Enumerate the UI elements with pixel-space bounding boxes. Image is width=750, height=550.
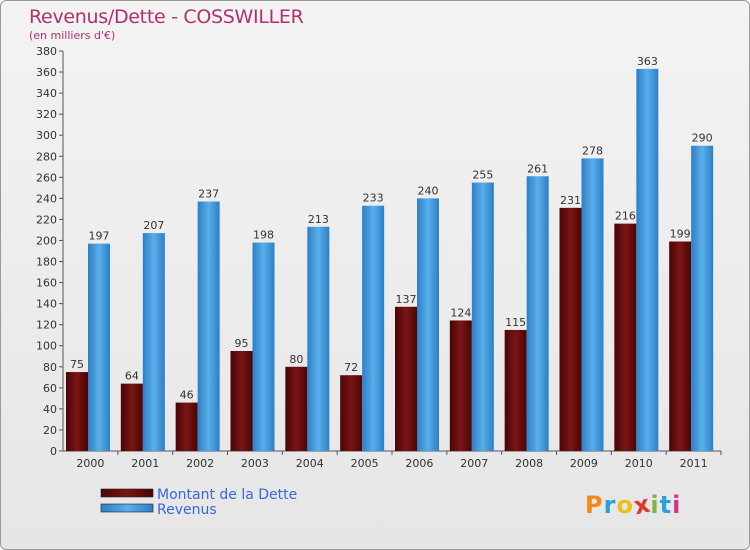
data-label: 237	[198, 188, 219, 201]
chart-subtitle: (en milliers d'€)	[29, 29, 116, 42]
bar-dette	[230, 351, 253, 451]
bar-revenus	[88, 243, 110, 451]
y-tick-label: 120	[36, 319, 57, 332]
y-axis: 0 20 40 60 80 100 120 140 160 180 200 220 240 260 280 3…	[36, 45, 64, 458]
data-label: 115	[505, 316, 526, 329]
data-label: 290	[692, 132, 713, 145]
y-tick-label: 0	[50, 445, 57, 458]
y-tick-label: 240	[36, 192, 57, 205]
data-label: 64	[125, 370, 139, 383]
data-label: 255	[472, 169, 493, 182]
data-label: 233	[363, 192, 384, 205]
bar-dette	[614, 223, 637, 451]
y-tick-label: 380	[36, 45, 57, 58]
y-tick-label: 180	[36, 256, 57, 269]
data-label: 198	[253, 229, 274, 242]
x-tick-label: 2001	[131, 457, 159, 470]
data-label: 207	[143, 219, 164, 232]
data-label: 199	[670, 228, 691, 241]
data-label: 213	[308, 213, 329, 226]
bar-dette	[449, 320, 472, 451]
y-tick-label: 140	[36, 298, 57, 311]
x-tick-label: 2005	[351, 457, 379, 470]
bar-revenus	[142, 233, 165, 451]
y-tick-label: 300	[36, 129, 57, 142]
bar-revenus	[581, 158, 604, 452]
y-tick-label: 340	[36, 87, 57, 100]
x-tick-label: 2008	[515, 457, 543, 470]
data-label: 80	[289, 353, 303, 366]
data-label: 261	[527, 162, 548, 175]
y-tick-label: 280	[36, 150, 57, 163]
y-tick-label: 80	[43, 361, 57, 374]
x-tick-label: 2011	[680, 457, 708, 470]
y-tick-label: 160	[36, 277, 57, 290]
y-tick-label: 100	[36, 340, 57, 353]
bar-dette	[66, 372, 88, 451]
chart-title: Revenus/Dette - COSSWILLER	[29, 6, 304, 28]
y-tick-label: 200	[36, 234, 57, 247]
bar-revenus	[197, 201, 220, 451]
x-tick-label: 2002	[186, 457, 214, 470]
data-label: 124	[450, 306, 471, 319]
legend-swatch-dette	[100, 488, 154, 498]
legend-swatch-revenus	[100, 503, 154, 513]
x-tick-label: 2000	[76, 457, 104, 470]
bar-revenus	[526, 176, 549, 451]
bar-dette	[669, 241, 692, 451]
bar-revenus	[471, 182, 494, 451]
bar-dette	[285, 366, 308, 451]
data-label: 216	[615, 210, 636, 223]
x-tick-label: 2004	[296, 457, 324, 470]
y-tick-label: 360	[36, 66, 57, 79]
bar-dette	[120, 383, 143, 451]
data-label: 231	[560, 194, 581, 207]
data-label: 75	[70, 358, 84, 371]
legend-label: Revenus	[157, 502, 217, 518]
bar-dette	[395, 306, 417, 451]
x-tick-label: 2006	[405, 457, 433, 470]
proxiti-logo: Proxiti	[585, 489, 682, 521]
bar-revenus	[691, 145, 714, 451]
x-tick-label: 2003	[241, 457, 269, 470]
y-tick-label: 260	[36, 171, 57, 184]
data-label: 95	[235, 337, 249, 350]
data-label: 240	[418, 184, 439, 197]
x-axis: 2000 2001 2002 2003 2004 2005 2006 2007 2008 2009…	[63, 450, 722, 470]
bar-revenus	[636, 68, 659, 451]
bars: 75 197 64 207 46 237 95 198 80 213 72 233 137 240 124 2…	[66, 55, 714, 452]
bar-dette	[559, 207, 582, 451]
y-tick-label: 60	[43, 382, 57, 395]
y-tick-label: 40	[43, 403, 57, 416]
bar-revenus	[417, 198, 439, 451]
bar-dette	[175, 402, 198, 451]
x-tick-label: 2007	[460, 457, 488, 470]
data-label: 46	[180, 389, 194, 402]
y-tick-label: 320	[36, 108, 57, 121]
data-label: 197	[89, 230, 110, 243]
legend-label: Montant de la Dette	[157, 487, 297, 503]
data-label: 72	[344, 361, 358, 374]
y-tick-label: 20	[43, 424, 57, 437]
y-tick-label: 220	[36, 213, 57, 226]
data-label: 363	[637, 55, 658, 68]
bar-dette	[504, 329, 527, 451]
bar-revenus	[252, 242, 275, 451]
bar-dette	[340, 375, 363, 451]
x-tick-label: 2010	[625, 457, 653, 470]
bar-revenus	[307, 226, 330, 451]
data-label: 278	[582, 144, 603, 157]
bar-revenus	[362, 205, 385, 451]
data-label: 137	[396, 293, 417, 306]
x-tick-label: 2009	[570, 457, 598, 470]
